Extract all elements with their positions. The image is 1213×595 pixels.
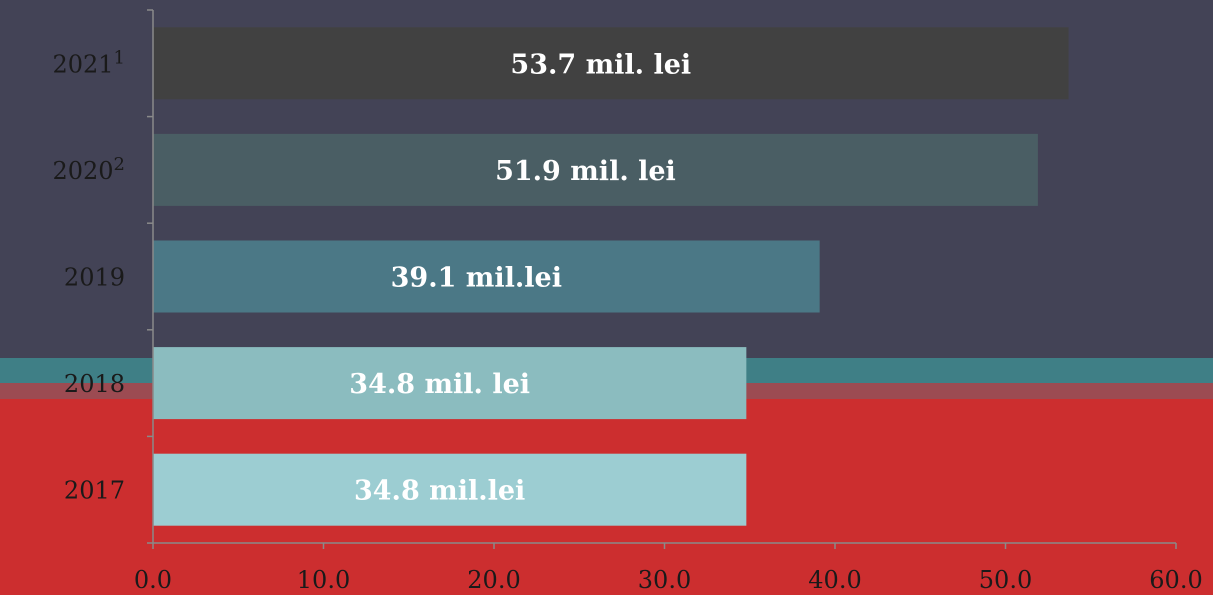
x-tick-label: 20.0 [467, 566, 520, 594]
bar-2020 [153, 133, 1038, 206]
x-tick-label: 0.0 [134, 566, 172, 594]
x-tick-label: 60.0 [1149, 566, 1202, 594]
category-label-2020: 20202 [52, 154, 125, 185]
x-tick-label: 50.0 [979, 566, 1032, 594]
bar-2017 [153, 453, 747, 526]
bar-2018 [153, 347, 747, 420]
data-label-2019: 39.1 mil.lei [391, 263, 562, 294]
data-label-2018: 34.8 mil. lei [349, 369, 530, 400]
x-tick-label: 30.0 [638, 566, 691, 594]
category-label-2019: 2019 [64, 264, 125, 292]
bar-2021 [153, 27, 1069, 100]
category-label-2021: 20211 [52, 47, 125, 78]
bar-2019 [153, 240, 820, 313]
category-label-2018: 2018 [64, 370, 125, 398]
data-label-2017: 34.8 mil.lei [354, 476, 525, 507]
x-tick-label: 40.0 [808, 566, 861, 594]
x-tick-label: 10.0 [297, 566, 350, 594]
category-label-2017: 2017 [64, 477, 125, 505]
data-label-2020: 51.9 mil. lei [495, 156, 676, 187]
data-label-2021: 53.7 mil. lei [510, 49, 691, 80]
